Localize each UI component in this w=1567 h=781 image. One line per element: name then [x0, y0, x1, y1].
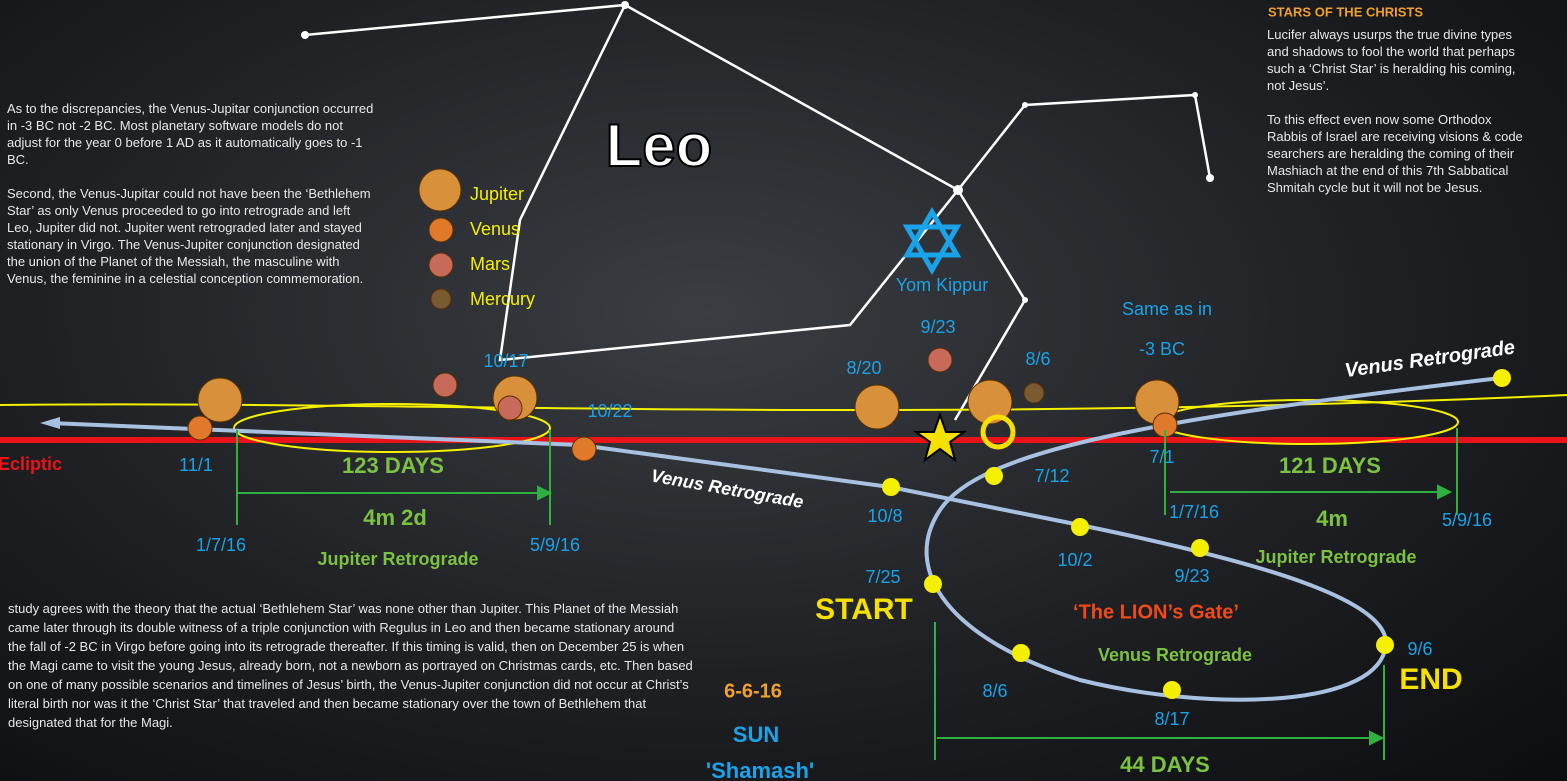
label: 5/9/16 [530, 535, 580, 555]
label: 9/23 [920, 317, 955, 337]
label: 6-6-16 [724, 680, 782, 702]
label: 7/1 [1149, 447, 1174, 467]
label: Venus Retrograde [1098, 645, 1252, 665]
label: Jupiter Retrograde [1255, 547, 1416, 567]
label: 1/7/16 [1169, 502, 1219, 522]
label: 121 DAYS [1279, 453, 1381, 478]
paragraph: Second, the Venus-Jupitar could not have… [7, 185, 377, 287]
label: Yom Kippur [896, 275, 988, 295]
label: Venus Retrograde [1343, 336, 1516, 382]
label: 44 DAYS [1120, 752, 1210, 777]
legend-entry: Mercury [470, 289, 535, 309]
label: 4m [1316, 506, 1348, 531]
legend-entry: Jupiter [470, 184, 524, 204]
label: 5/9/16 [1442, 510, 1492, 530]
label: Jupiter Retrograde [317, 549, 478, 569]
label: 7/12 [1034, 466, 1069, 486]
star [916, 415, 964, 460]
label: 10/2 [1057, 550, 1092, 570]
paragraph: As to the discrepancies, the Venus-Jupit… [7, 100, 377, 168]
paragraph: Lucifer always usurps the true divine ty… [1267, 26, 1527, 94]
label: 8/17 [1154, 709, 1189, 729]
label: 7/25 [865, 567, 900, 587]
paragraph: study agrees with the theory that the ac… [8, 599, 693, 732]
label: SUN [733, 722, 779, 747]
legend-entry: Mars [470, 254, 510, 274]
label: 1/7/16 [196, 535, 246, 555]
label: 123 DAYS [342, 453, 444, 478]
label: 11/1 [179, 455, 213, 475]
label: ‘The LION’s Gate’ [1073, 601, 1239, 623]
label: Ecliptic [0, 454, 62, 474]
paragraph: To this effect even now some Orthodox Ra… [1267, 111, 1527, 196]
left-notes: As to the discrepancies, the Venus-Jupit… [7, 100, 377, 304]
label: 8/20 [846, 358, 881, 378]
label: 9/23 [1174, 566, 1209, 586]
label: END [1399, 663, 1462, 696]
constellation-lines [305, 5, 1210, 420]
label: 'Shamash' [706, 758, 814, 781]
label: 10/8 [867, 506, 902, 526]
label: Same as in [1122, 299, 1212, 319]
label: 10/17 [483, 351, 528, 371]
label: 4m 2d [363, 505, 427, 530]
label: 8/6 [982, 681, 1007, 701]
bottom-notes: study agrees with the theory that the ac… [8, 599, 693, 749]
label: 10/22 [587, 401, 632, 421]
label: 8/6 [1025, 349, 1050, 369]
label: -3 BC [1139, 339, 1185, 359]
right-notes: Lucifer always usurps the true divine ty… [1267, 26, 1527, 213]
label: 9/6 [1407, 639, 1432, 659]
arrow [40, 417, 60, 429]
constellation-name: Leo [606, 112, 713, 179]
legend-entry: Venus [470, 219, 520, 239]
infographic: STARS OF THE CHRISTS Leo Jupiter Venus Mar… [0, 0, 1567, 781]
label: START [815, 593, 913, 626]
title: STARS OF THE CHRISTS [1268, 4, 1423, 19]
